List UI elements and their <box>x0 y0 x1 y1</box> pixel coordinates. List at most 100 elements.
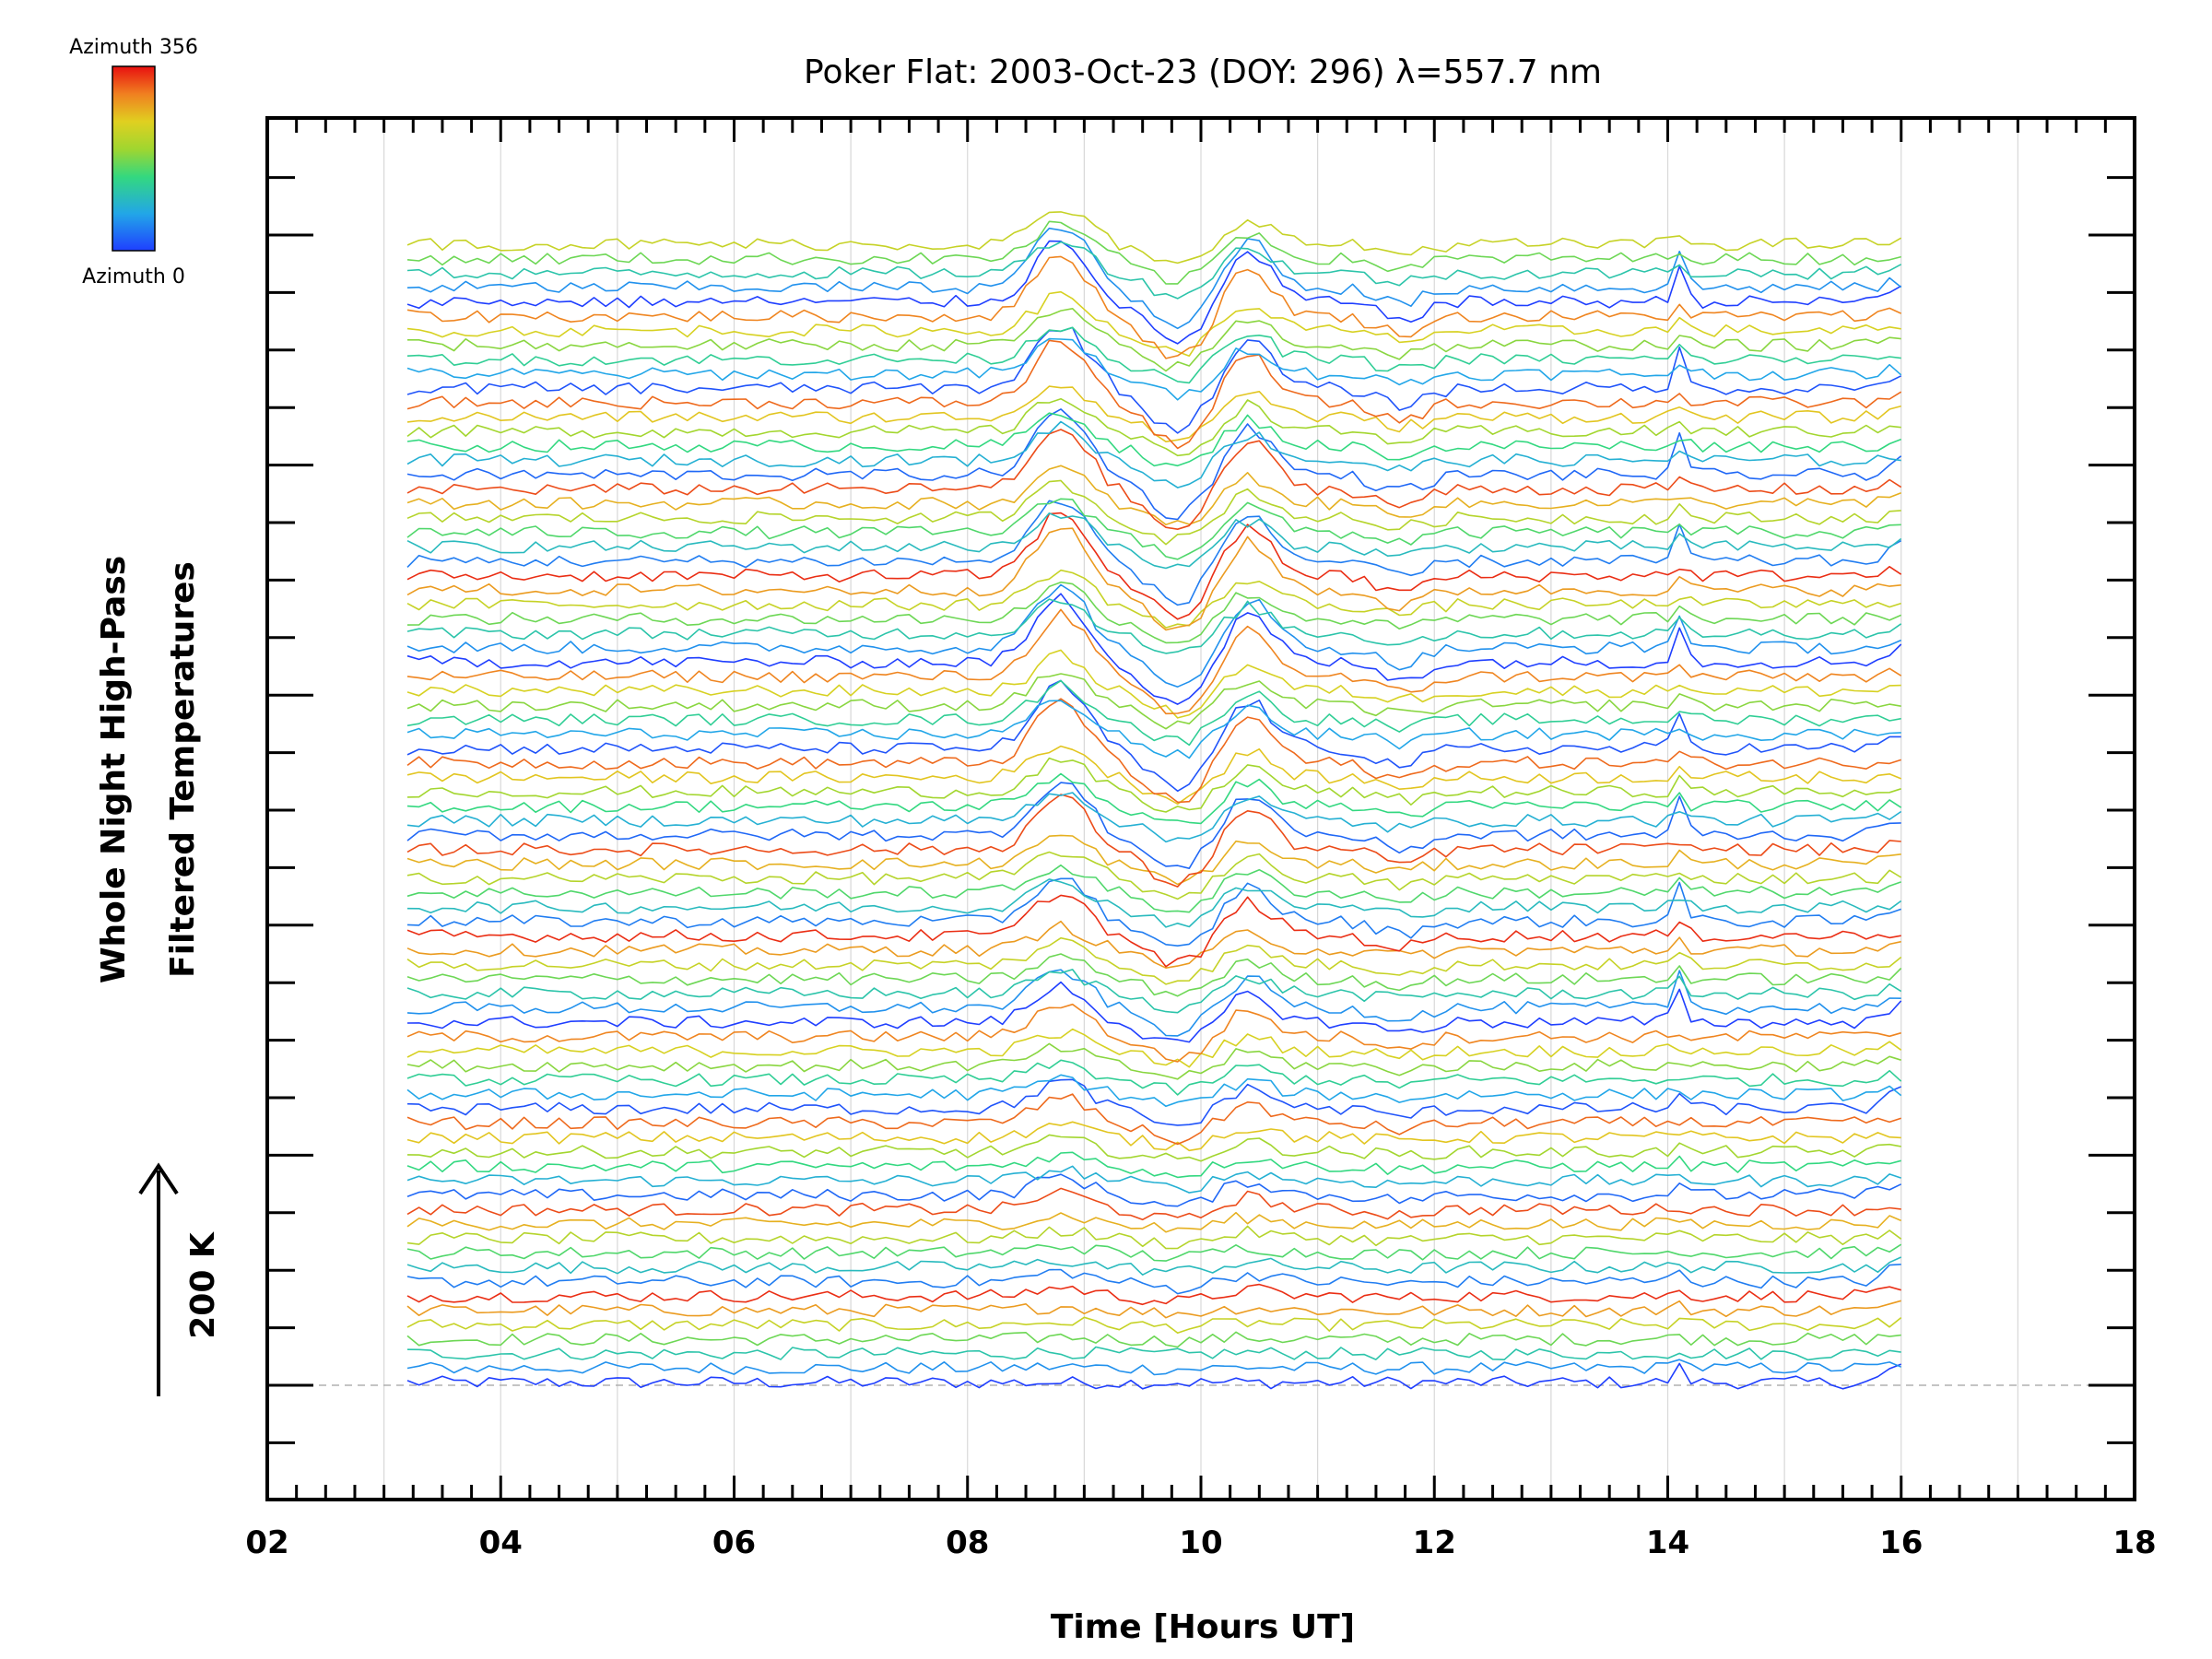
trace-line <box>406 479 1901 546</box>
trace-line <box>407 307 1901 372</box>
x-tick-label: 12 <box>1413 1524 1456 1561</box>
trace-line <box>406 593 1902 705</box>
scale-label: 200 K <box>184 1231 222 1339</box>
trace-line <box>406 920 1901 969</box>
trace-line <box>406 864 1901 913</box>
trace-line <box>406 397 1901 457</box>
trace-line <box>406 569 1901 629</box>
trace-line <box>406 339 1902 450</box>
trace-line <box>406 1074 1902 1108</box>
x-tick-label: 14 <box>1646 1524 1689 1561</box>
trace-line <box>406 757 1901 813</box>
trace-line <box>406 1165 1901 1194</box>
trace-line <box>406 227 1902 330</box>
trace-line <box>406 211 1902 265</box>
trace-line <box>406 465 1901 526</box>
trace-line <box>406 255 1902 359</box>
trace-line <box>406 1316 1902 1335</box>
trace-line <box>406 1359 1902 1376</box>
trace-line <box>406 1283 1901 1306</box>
trace-line <box>406 337 1902 401</box>
trace-line <box>406 240 1902 345</box>
trace-line <box>406 1187 1901 1221</box>
trace-line <box>406 512 1902 620</box>
x-tick-label: 08 <box>946 1524 989 1561</box>
trace-line <box>406 936 1902 985</box>
trace-line <box>406 700 1901 759</box>
x-axis-label: Time [Hours UT] <box>1051 1608 1355 1646</box>
trace-line <box>406 500 1902 606</box>
trace-line <box>406 1264 1901 1295</box>
axes-layer <box>265 116 2136 1501</box>
trace-line <box>406 581 1902 644</box>
trace-line <box>406 1173 1902 1207</box>
trace-line <box>406 1225 1902 1250</box>
trace-line <box>406 1211 1902 1233</box>
colorbar: Azimuth 356 Azimuth 0 <box>69 36 198 288</box>
chart-title: Poker Flat: 2003-Oct-23 (DOY: 296) λ=557… <box>804 53 1602 91</box>
trace-line <box>406 679 1901 747</box>
traces-layer <box>406 211 1902 1390</box>
x-tick-label: 10 <box>1179 1524 1222 1561</box>
trace-line <box>406 512 1902 570</box>
trace-line <box>406 220 1901 285</box>
trace-line <box>406 1028 1902 1068</box>
trace-line <box>406 290 1901 358</box>
trace-line <box>406 673 1901 730</box>
x-tick-labels: 02 04 06 08 10 12 14 16 18 <box>245 1524 2156 1561</box>
trace-line <box>406 429 1902 531</box>
colorbar-top-label: Azimuth 356 <box>69 36 198 59</box>
trace-line <box>406 1059 1902 1096</box>
trace-line <box>406 420 1901 488</box>
trace-line <box>406 649 1901 719</box>
x-tick-label: 02 <box>245 1524 288 1561</box>
trace-line <box>406 326 1902 434</box>
trace-line <box>406 698 1901 804</box>
trace-line <box>406 1093 1901 1146</box>
x-tick-label: 06 <box>712 1524 756 1561</box>
trace-line <box>406 1134 1901 1162</box>
trace-line <box>406 326 1901 384</box>
scale-arrow <box>138 1162 179 1396</box>
trace-line <box>406 1042 1901 1080</box>
trace-line <box>406 1346 1901 1361</box>
trace-line <box>406 679 1901 793</box>
colorbar-bottom-label: Azimuth 0 <box>82 265 185 288</box>
trace-line <box>406 1300 1901 1319</box>
y-axis-label-line1: Whole Night High-Pass <box>95 556 133 983</box>
colorbar-gradient <box>112 65 156 252</box>
trace-line <box>406 794 1901 888</box>
trace-line <box>406 792 1902 843</box>
trace-line <box>406 1256 1902 1276</box>
trace-line <box>406 981 1902 1043</box>
trace-line <box>406 969 1901 1037</box>
trace-line <box>406 1003 1901 1063</box>
trace-line <box>406 1078 1902 1126</box>
trace-line <box>406 834 1901 886</box>
y-axis-label-line2: Filtered Temperatures <box>164 561 202 978</box>
trace-line <box>406 1331 1901 1348</box>
x-tick-label: 04 <box>479 1524 523 1561</box>
trace-line <box>406 527 1901 631</box>
trace-line <box>406 583 1902 688</box>
trace-line <box>406 953 1902 997</box>
trace-line <box>406 851 1902 900</box>
trace-line <box>406 241 1902 300</box>
x-tick-label: 18 <box>2112 1524 2156 1561</box>
trace-line <box>406 412 1901 467</box>
trace-line <box>406 1243 1902 1262</box>
trace-line <box>406 772 1902 825</box>
trace-line <box>406 969 1902 1014</box>
trace-line <box>406 1151 1901 1179</box>
trace-line <box>406 598 1902 654</box>
trace-line <box>406 782 1901 870</box>
trace-line <box>406 608 1902 715</box>
trace-line <box>406 877 1901 947</box>
trace-line <box>406 408 1902 521</box>
trace-line <box>406 878 1902 928</box>
trace-line <box>406 1362 1901 1390</box>
x-tick-label: 16 <box>1879 1524 1923 1561</box>
trace-line <box>406 1121 1901 1152</box>
trace-line <box>406 894 1901 968</box>
